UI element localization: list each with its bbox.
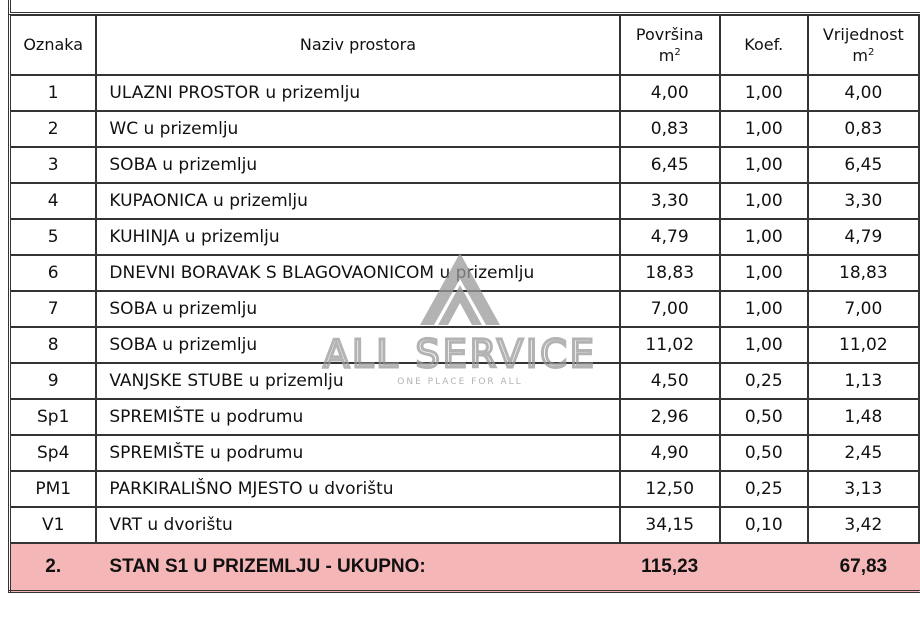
cell-naziv: SOBA u prizemlju <box>95 146 621 184</box>
table-row: 5 KUHINJA u prizemlju 4,79 1,00 4,79 <box>8 218 920 256</box>
cell-koef: 0,25 <box>718 362 809 400</box>
cell-oznaka: 3 <box>8 146 98 184</box>
cell-naziv: VANJSKE STUBE u prizemlju <box>95 362 621 400</box>
cell-koef: 1,00 <box>718 290 809 328</box>
cell-vrijednost: 18,83 <box>806 254 920 292</box>
header-povrsina: Površina m2 <box>618 14 721 76</box>
cell-naziv: KUHINJA u prizemlju <box>95 218 621 256</box>
cell-oznaka: 6 <box>8 254 98 292</box>
area-table: Oznaka Naziv prostora Površina m2 Koef. V… <box>8 14 920 593</box>
cell-naziv: SOBA u prizemlju <box>95 326 621 364</box>
cell-vrijednost: 2,45 <box>806 434 920 472</box>
cell-vrijednost: 11,02 <box>806 326 920 364</box>
cell-vrijednost: 3,30 <box>806 182 920 220</box>
cell-koef: 1,00 <box>718 110 809 148</box>
header-oznaka: Oznaka <box>8 14 98 76</box>
table-row: 1 ULAZNI PROSTOR u prizemlju 4,00 1,00 4,00 <box>8 74 920 112</box>
cell-povrsina: 34,15 <box>618 506 721 544</box>
cell-naziv: SPREMIŠTE u podrumu <box>95 434 621 472</box>
cell-oznaka: Sp1 <box>8 398 98 436</box>
cell-povrsina: 18,83 <box>618 254 721 292</box>
cell-povrsina: 4,50 <box>618 362 721 400</box>
cell-povrsina: 7,00 <box>618 290 721 328</box>
top-border <box>8 0 920 15</box>
total-koef <box>718 542 809 592</box>
cell-koef: 0,10 <box>718 506 809 544</box>
table-row: 8 SOBA u prizemlju 11,02 1,00 11,02 <box>8 326 920 364</box>
header-naziv: Naziv prostora <box>95 14 621 76</box>
cell-povrsina: 6,45 <box>618 146 721 184</box>
cell-oznaka: 8 <box>8 326 98 364</box>
cell-vrijednost: 1,13 <box>806 362 920 400</box>
header-vrijednost-label: Vrijednost <box>822 24 904 44</box>
cell-oznaka: 1 <box>8 74 98 112</box>
cell-oznaka: 9 <box>8 362 98 400</box>
cell-povrsina: 4,79 <box>618 218 721 256</box>
header-vrijednost: Vrijednost m2 <box>806 14 920 76</box>
cell-oznaka: 5 <box>8 218 98 256</box>
cell-naziv: VRT u dvorištu <box>95 506 621 544</box>
cell-vrijednost: 1,48 <box>806 398 920 436</box>
cell-oznaka: PM1 <box>8 470 98 508</box>
cell-oznaka: 4 <box>8 182 98 220</box>
cell-vrijednost: 4,79 <box>806 218 920 256</box>
cell-oznaka: 7 <box>8 290 98 328</box>
table-row: 2 WC u prizemlju 0,83 1,00 0,83 <box>8 110 920 148</box>
table-row: 3 SOBA u prizemlju 6,45 1,00 6,45 <box>8 146 920 184</box>
total-oznaka: 2. <box>8 542 98 592</box>
cell-povrsina: 4,90 <box>618 434 721 472</box>
cell-naziv: ULAZNI PROSTOR u prizemlju <box>95 74 621 112</box>
header-koef: Koef. <box>718 14 809 76</box>
header-povrsina-unit: m <box>658 45 675 65</box>
total-naziv: STAN S1 U PRIZEMLJU - UKUPNO: <box>95 542 621 592</box>
cell-oznaka: V1 <box>8 506 98 544</box>
table-row: V1 VRT u dvorištu 34,15 0,10 3,42 <box>8 506 920 544</box>
cell-koef: 1,00 <box>718 218 809 256</box>
table-row: Sp1 SPREMIŠTE u podrumu 2,96 0,50 1,48 <box>8 398 920 436</box>
cell-vrijednost: 6,45 <box>806 146 920 184</box>
cell-povrsina: 2,96 <box>618 398 721 436</box>
cell-vrijednost: 3,13 <box>806 470 920 508</box>
cell-naziv: PARKIRALIŠNO MJESTO u dvorištu <box>95 470 621 508</box>
table-row: 9 VANJSKE STUBE u prizemlju 4,50 0,25 1,13 <box>8 362 920 400</box>
table-row: 7 SOBA u prizemlju 7,00 1,00 7,00 <box>8 290 920 328</box>
cell-koef: 1,00 <box>718 326 809 364</box>
table-row: 4 KUPAONICA u prizemlju 3,30 1,00 3,30 <box>8 182 920 220</box>
cell-vrijednost: 4,00 <box>806 74 920 112</box>
total-row: 2. STAN S1 U PRIZEMLJU - UKUPNO: 115,23 … <box>8 542 920 592</box>
cell-povrsina: 11,02 <box>618 326 721 364</box>
table-row: PM1 PARKIRALIŠNO MJESTO u dvorištu 12,50 0,… <box>8 470 920 508</box>
cell-koef: 1,00 <box>718 254 809 292</box>
header-row: Oznaka Naziv prostora Površina m2 Koef. V… <box>8 14 920 76</box>
header-povrsina-label: Površina <box>635 24 704 44</box>
cell-povrsina: 3,30 <box>618 182 721 220</box>
cell-oznaka: 2 <box>8 110 98 148</box>
cell-vrijednost: 3,42 <box>806 506 920 544</box>
cell-naziv: SOBA u prizemlju <box>95 290 621 328</box>
cell-naziv: KUPAONICA u prizemlju <box>95 182 621 220</box>
table-row: 6 DNEVNI BORAVAK S BLAGOVAONICOM u prizem… <box>8 254 920 292</box>
cell-koef: 1,00 <box>718 146 809 184</box>
cell-povrsina: 12,50 <box>618 470 721 508</box>
cell-koef: 1,00 <box>718 182 809 220</box>
total-vrijednost: 67,83 <box>806 542 920 592</box>
cell-koef: 0,25 <box>718 470 809 508</box>
cell-vrijednost: 0,83 <box>806 110 920 148</box>
cell-koef: 1,00 <box>718 74 809 112</box>
header-vrijednost-unit: m <box>852 45 868 65</box>
table-row: Sp4 SPREMIŠTE u podrumu 4,90 0,50 2,45 <box>8 434 920 472</box>
cell-vrijednost: 7,00 <box>806 290 920 328</box>
cell-naziv: SPREMIŠTE u podrumu <box>95 398 621 436</box>
cell-naziv: WC u prizemlju <box>95 110 621 148</box>
cell-povrsina: 4,00 <box>618 74 721 112</box>
cell-naziv: DNEVNI BORAVAK S BLAGOVAONICOM u prizeml… <box>95 254 621 292</box>
total-povrsina: 115,23 <box>618 542 721 592</box>
cell-koef: 0,50 <box>718 434 809 472</box>
cell-koef: 0,50 <box>718 398 809 436</box>
cell-oznaka: Sp4 <box>8 434 98 472</box>
cell-povrsina: 0,83 <box>618 110 721 148</box>
